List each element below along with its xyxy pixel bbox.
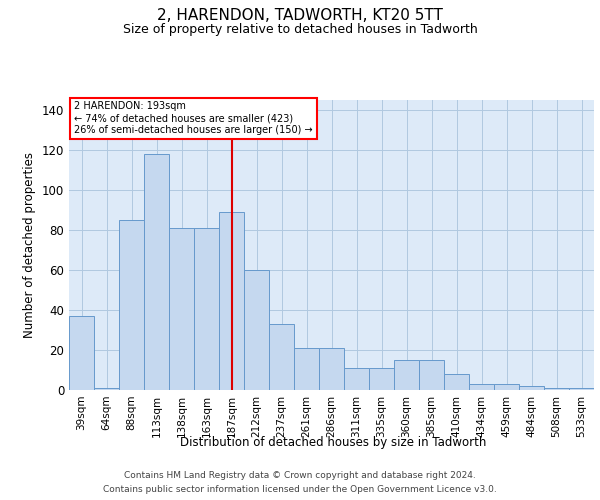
Bar [119, 220, 144, 390]
Bar [519, 386, 544, 390]
Text: 2, HARENDON, TADWORTH, KT20 5TT: 2, HARENDON, TADWORTH, KT20 5TT [157, 8, 443, 22]
Bar [344, 368, 369, 390]
Text: 2 HARENDON: 193sqm
← 74% of detached houses are smaller (423)
26% of semi-detach: 2 HARENDON: 193sqm ← 74% of detached hou… [74, 102, 313, 134]
Bar [219, 212, 244, 390]
Text: Size of property relative to detached houses in Tadworth: Size of property relative to detached ho… [122, 22, 478, 36]
Bar [244, 270, 269, 390]
Bar [169, 228, 194, 390]
Bar [494, 384, 519, 390]
Text: Distribution of detached houses by size in Tadworth: Distribution of detached houses by size … [180, 436, 486, 449]
Text: Contains public sector information licensed under the Open Government Licence v3: Contains public sector information licen… [103, 484, 497, 494]
Bar [419, 360, 444, 390]
Bar [94, 388, 119, 390]
Bar [444, 374, 469, 390]
Bar [194, 228, 219, 390]
Bar [69, 316, 94, 390]
Bar [269, 324, 294, 390]
Bar [394, 360, 419, 390]
Bar [469, 384, 494, 390]
Bar [144, 154, 169, 390]
Y-axis label: Number of detached properties: Number of detached properties [23, 152, 36, 338]
Bar [369, 368, 394, 390]
Bar [544, 388, 569, 390]
Bar [569, 388, 594, 390]
Bar [319, 348, 344, 390]
Bar [294, 348, 319, 390]
Text: Contains HM Land Registry data © Crown copyright and database right 2024.: Contains HM Land Registry data © Crown c… [124, 472, 476, 480]
